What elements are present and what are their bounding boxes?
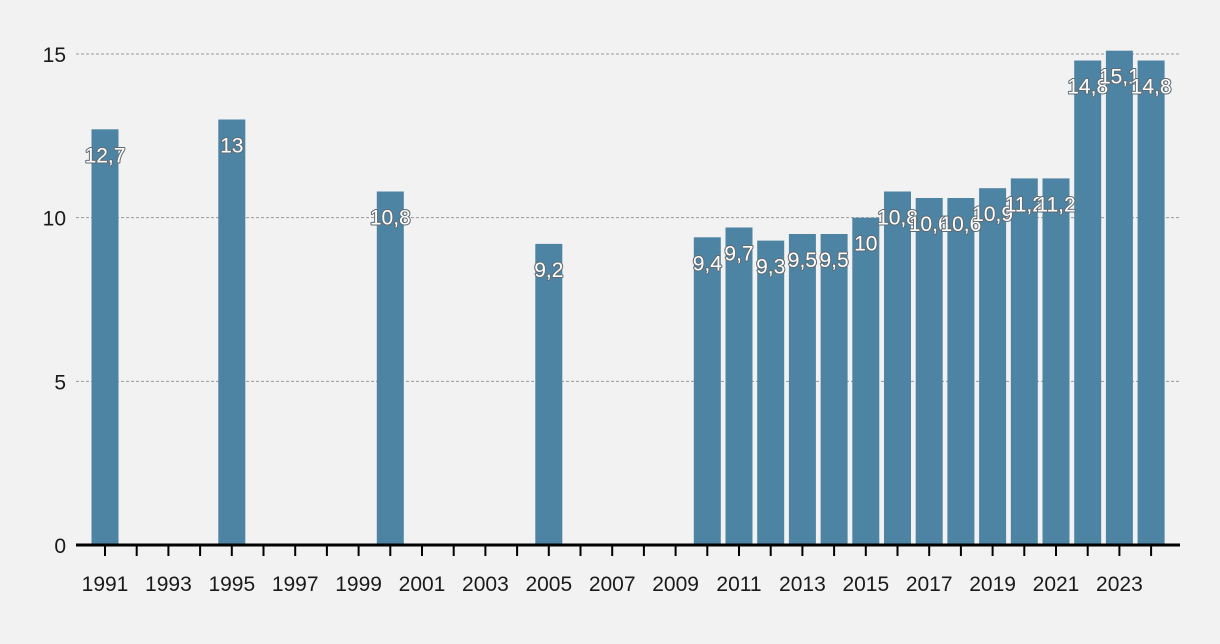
- bar-2000: [376, 191, 404, 545]
- bar-label-2000: 10,8: [370, 207, 411, 230]
- x-tick-label-1991: 1991: [82, 573, 129, 596]
- bar-2021: [1042, 178, 1070, 545]
- bar-label-2014: 9,5: [819, 249, 848, 272]
- x-tick-label-2007: 2007: [589, 573, 636, 596]
- y-tick-label-15: 15: [43, 44, 66, 67]
- bar-label-2010: 9,4: [693, 252, 723, 275]
- bar-label-1991: 12,7: [85, 144, 126, 167]
- bar-label-2019: 10,9: [972, 203, 1013, 226]
- bar-2012: [757, 240, 785, 545]
- x-axis: 1991 1993 1995 1997 1999 2001 2003 2005 2007 2009…: [76, 543, 1180, 596]
- x-tick-label-1999: 1999: [335, 573, 382, 596]
- bar-label-2011: 9,7: [724, 243, 753, 266]
- bar-2016: [884, 191, 911, 545]
- bar-label-2024: 14,8: [1131, 76, 1172, 99]
- x-tick-label-1993: 1993: [145, 573, 192, 596]
- bar-label-2023: 15,1: [1099, 66, 1140, 89]
- y-axis-tick-labels: 0 5 10 15: [43, 44, 66, 558]
- bar-2014: [820, 234, 848, 545]
- bar-label-2021: 11,2: [1036, 193, 1075, 216]
- bar-2022: [1074, 60, 1102, 545]
- x-tick-label-2001: 2001: [399, 573, 446, 596]
- bar-label-2017: 10,6: [909, 213, 950, 236]
- bar-2017: [915, 198, 943, 545]
- bar-2011: [725, 227, 753, 545]
- x-tick-label-2021: 2021: [1033, 573, 1080, 596]
- bar-2010: [693, 237, 721, 546]
- bar-label-2020: 11,2: [1005, 193, 1044, 216]
- y-tick-label-5: 5: [54, 371, 66, 394]
- x-tick-label-1995: 1995: [208, 573, 255, 596]
- bar-label-2016: 10,8: [877, 207, 918, 230]
- bar-2015: [852, 217, 880, 545]
- bar-1991: [91, 129, 119, 546]
- bar-2023: [1105, 50, 1133, 545]
- x-tick-label-2003: 2003: [462, 573, 509, 596]
- bars: [91, 50, 1165, 546]
- x-tick-label-2011: 2011: [716, 573, 761, 596]
- x-tick-label-2015: 2015: [842, 573, 889, 596]
- bar-label-2005: 9,2: [534, 259, 563, 282]
- bar-1995: [218, 119, 246, 545]
- bar-label-2018: 10,6: [940, 213, 981, 236]
- bar-2019: [979, 188, 1007, 545]
- x-tick-label-1997: 1997: [272, 573, 319, 596]
- bar-2018: [947, 198, 975, 545]
- bar-label-2012: 9,3: [756, 256, 785, 279]
- y-tick-label-10: 10: [43, 208, 66, 231]
- x-tick-label-2023: 2023: [1096, 573, 1143, 596]
- bar-2024: [1137, 60, 1165, 545]
- bar-2013: [788, 234, 816, 545]
- x-tick-label-2017: 2017: [906, 573, 953, 596]
- bar-2020: [1010, 178, 1038, 545]
- x-tick-label-2013: 2013: [779, 573, 826, 596]
- x-tick-label-2005: 2005: [525, 573, 572, 596]
- x-tick-label-2009: 2009: [652, 573, 699, 596]
- x-tick-label-2019: 2019: [969, 573, 1016, 596]
- bar-label-2015: 10: [854, 233, 877, 256]
- bar-label-1995: 13: [220, 135, 243, 158]
- bar-2005: [535, 243, 563, 545]
- y-tick-label-0: 0: [54, 535, 66, 558]
- bar-label-2022: 14,8: [1067, 76, 1108, 99]
- bar-label-2013: 9,5: [788, 249, 817, 272]
